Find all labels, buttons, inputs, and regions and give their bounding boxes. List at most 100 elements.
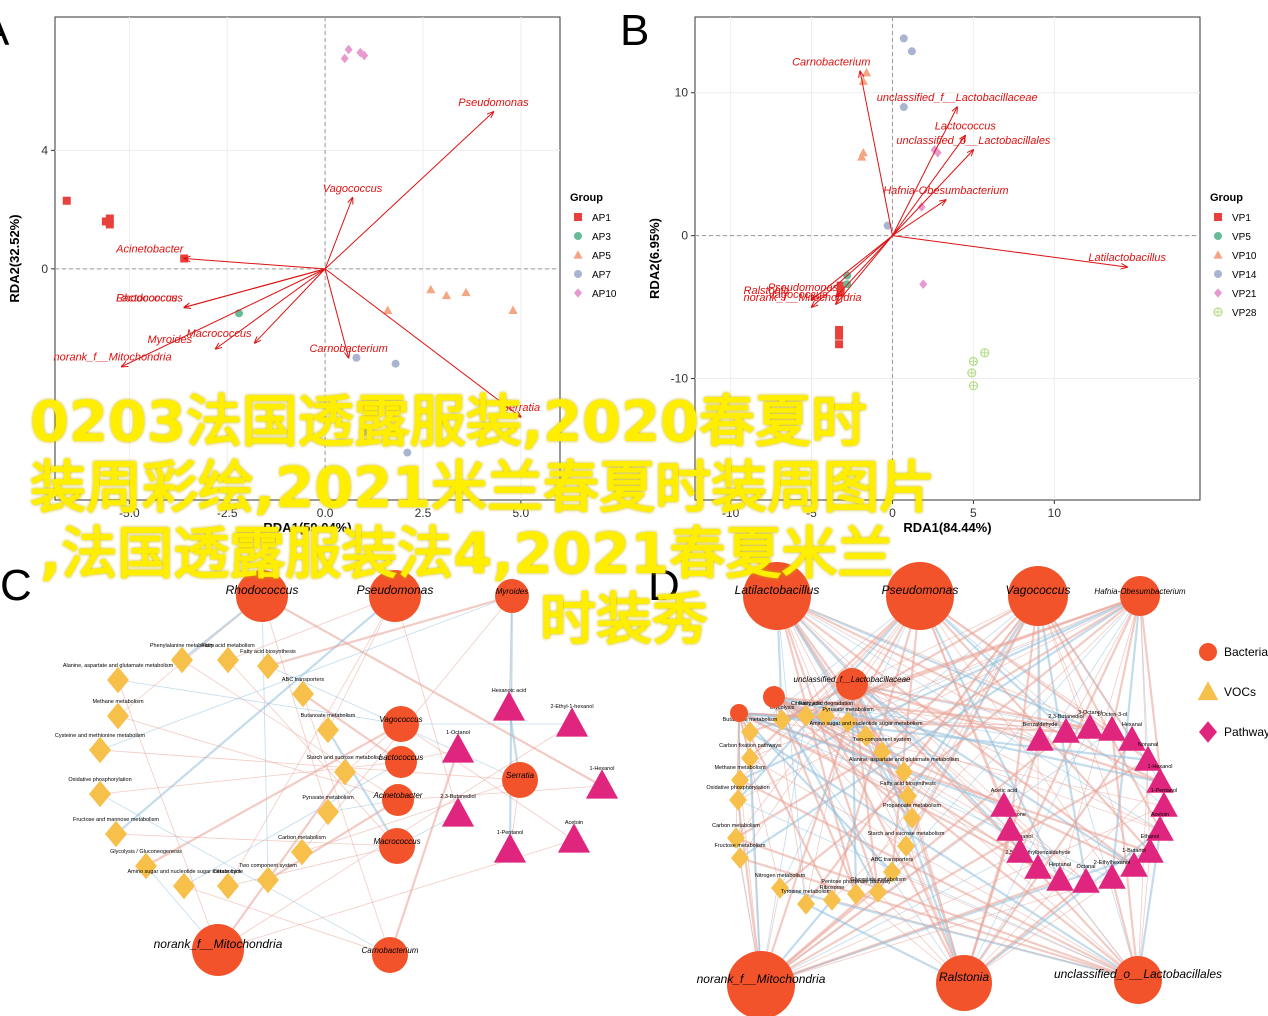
panel-D-voc-node — [1098, 715, 1126, 741]
panel-C-label: C — [0, 561, 32, 610]
panel-B-point — [835, 331, 844, 340]
panel-B-point — [858, 76, 868, 85]
panel-D-bacteria-label: unclassified_f__Lactobacillaceae — [794, 675, 912, 684]
panel-D-label: D — [648, 561, 680, 610]
panel-D-edge — [773, 696, 1041, 741]
panel-C-node-label: Cysteine and methionine metabolism — [55, 733, 146, 739]
panel-B-legend-label: VP1 — [1232, 213, 1251, 224]
panel-C-node-label: 1-Pentanol — [497, 830, 524, 836]
panel-D-node-label: Ethanol — [1141, 834, 1160, 840]
panel-C-node-label: Methane metabolism — [92, 699, 143, 705]
panel-B-ytick-label: 10 — [675, 86, 689, 100]
panel-D-edge — [773, 696, 1135, 867]
panel-B-xtick-label: 10 — [1048, 506, 1062, 520]
panel-A-point — [360, 50, 369, 61]
panel-D-node-label: Nonanal — [1138, 742, 1159, 748]
panel-D-edge — [738, 712, 781, 889]
panel-D-pathway-node — [895, 761, 913, 783]
panel-C-bacteria-label: Serratia — [506, 771, 535, 780]
panel-D-node-label: Carbon fixation pathways — [719, 743, 781, 749]
panel-D-node-label: Nitrogen metabolism — [755, 873, 806, 879]
panel-D-node-label: ABC transporters — [871, 857, 913, 863]
panel-A-legend-label: AP7 — [592, 270, 611, 281]
panel-A-vector-label: Rhodococcus — [116, 292, 183, 304]
panel-D-node-label: 1-Butanol — [1122, 848, 1146, 854]
panel-C-bacteria-node — [495, 579, 529, 613]
panel-B-xtick-label: -5 — [806, 506, 817, 520]
panel-D-edge — [847, 721, 1139, 981]
panel-B-vector — [892, 235, 1127, 267]
panel-B-vector — [892, 200, 945, 237]
panel-C-pathway-node — [89, 780, 111, 808]
panel-A-legend-key — [574, 288, 582, 298]
panel-D-voc-node — [1136, 837, 1164, 863]
panel-D-bacteria-node — [763, 686, 785, 708]
panel-D-edge — [1003, 595, 1141, 807]
panel-A-xtick-label: 0.0 — [317, 506, 334, 520]
panel-C-edge — [145, 723, 402, 867]
panel-A-xtick-label: 2.5 — [415, 506, 432, 520]
panel-D-edge — [773, 695, 1091, 730]
panel-D-edge — [1110, 595, 1142, 731]
panel-C-edge — [99, 595, 513, 751]
panel-B-point — [917, 202, 926, 212]
panel-C-edge — [302, 693, 402, 763]
panel-A-legend-label: AP1 — [592, 213, 611, 224]
panel-D-edge — [739, 856, 1139, 982]
panel-A-vector-label: norank_f__Mitochondria — [54, 352, 172, 364]
panel-D-node-label: Starch and sucrose metabolism — [867, 831, 944, 837]
panel-B-legend-label: VP5 — [1232, 232, 1251, 243]
overlay-line-1: 0203法国透露服装,2020春夏时 — [30, 390, 867, 455]
panel-D-bacteria-label: Hafnia-Obesumbacterium — [1094, 587, 1185, 596]
panel-C-voc-node — [492, 691, 526, 721]
panel-C-node-label: Starch and sucrose metabolism — [306, 755, 383, 761]
panel-D-pathway-node — [797, 705, 815, 727]
panel-B-vector-label: Ralstonia — [744, 285, 790, 297]
panel-D-bacteria-node — [1008, 566, 1068, 626]
panel-C-pathway-node — [107, 702, 129, 730]
panel-C-edge — [227, 845, 398, 887]
panel-D-node-label: Two-component system — [853, 737, 911, 743]
panel-A-label: A — [0, 6, 10, 55]
panel-D-edge — [738, 712, 1113, 879]
panel-D-edge — [773, 696, 1087, 883]
panel-B-point — [899, 103, 908, 112]
panel-A-vector-label: Lactococcus — [116, 292, 178, 304]
panel-B-legend-key — [1213, 307, 1223, 317]
panel-B-xtick-label: -10 — [722, 506, 740, 520]
panel-D-node-label: Heptanal — [1049, 862, 1071, 868]
panel-D-bacteria-node — [743, 562, 811, 630]
panel-A-legend-key — [573, 250, 583, 259]
panel-D-edge — [919, 595, 1061, 881]
panel-D-voc-node — [1024, 853, 1052, 879]
panel-A-legend-label: AP5 — [592, 251, 611, 262]
panel-C-voc-node — [441, 797, 475, 827]
panel-A-point — [391, 359, 400, 368]
panel-D-node-label: Oxidative phosphorylation — [706, 785, 769, 791]
panel-A-point — [105, 220, 114, 229]
panel-D-pathway-node — [839, 711, 857, 733]
panel-C-pathway-node — [89, 736, 111, 764]
panel-D-pathway-node — [727, 827, 745, 849]
panel-A-point — [352, 353, 361, 362]
panel-B-point — [919, 279, 928, 290]
panel-C-edge — [301, 779, 521, 853]
panel-C-bacteria-label: Myroides — [496, 587, 528, 596]
panel-C-node-label: Fructose and mannose metabolism — [73, 817, 159, 823]
panel-B-legend-key — [1214, 288, 1222, 298]
panel-C-pathway-node — [105, 820, 127, 848]
panel-D-edge — [738, 712, 893, 873]
panel-D-pathway-node — [741, 747, 759, 769]
panel-B-vector — [836, 235, 893, 297]
panel-D-voc-node — [1134, 745, 1162, 771]
panel-B-point — [933, 147, 942, 158]
panel-D-bacteria-label: unclassified_o__Lactobacillales — [1054, 967, 1222, 981]
panel-C-edge — [227, 659, 398, 847]
panel-D-edge — [738, 712, 1021, 853]
panel-B-vector-label: norank_f__Mitochondria — [744, 292, 862, 304]
panel-C-node-label: Pyruvate metabolism — [302, 795, 354, 801]
panel-B-legend-label: VP10 — [1232, 251, 1257, 262]
panel-D-node-label: 1-Octen-3-ol — [1097, 712, 1128, 718]
panel-D-pathway-node — [773, 709, 791, 731]
